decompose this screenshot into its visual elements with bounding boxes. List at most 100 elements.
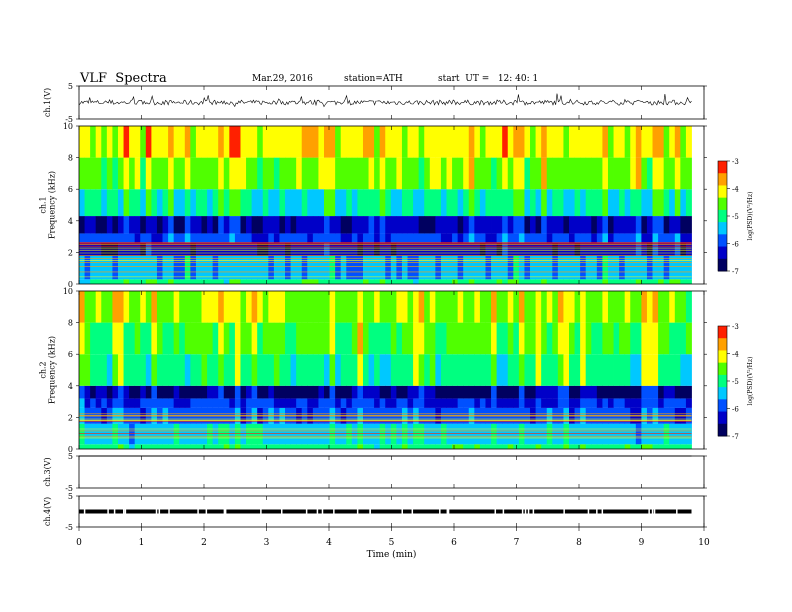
spectro-cell <box>385 216 392 234</box>
spectro-cell <box>468 398 475 408</box>
spectro-cell <box>268 189 275 217</box>
spectro-cell <box>173 291 180 323</box>
y-axis-label-0-0: ch.1(V) <box>43 88 52 117</box>
spectro-cell <box>390 189 397 217</box>
spectro-cell <box>156 255 163 280</box>
spectro-cell <box>563 423 570 445</box>
spectro-cell <box>669 157 676 190</box>
spectro-cell <box>457 126 464 158</box>
spectro-cell <box>524 444 531 449</box>
spectro-cell <box>630 322 637 355</box>
spectro-cell <box>179 398 186 408</box>
spectro-cell <box>546 423 553 445</box>
spectro-cell <box>168 444 175 449</box>
spectro-cell <box>379 255 386 280</box>
spectro-cell <box>106 398 113 408</box>
spectro-cell <box>296 126 303 158</box>
spectro-cell <box>357 279 364 284</box>
spectro-cell <box>641 385 648 399</box>
spectro-cell <box>318 216 325 234</box>
spectro-cell <box>485 385 492 399</box>
spectro-cell <box>351 279 358 284</box>
spectro-cell <box>246 398 253 408</box>
spectro-cell <box>602 189 609 217</box>
spectro-cell <box>669 216 676 234</box>
spectro-cell <box>513 322 520 355</box>
spectro-cell <box>574 291 581 323</box>
spectro-cell <box>446 255 453 280</box>
spectro-cell <box>134 279 141 284</box>
spectro-cell <box>546 398 553 408</box>
spectro-cell <box>329 189 336 217</box>
spectro-cell <box>379 322 386 355</box>
spectro-cell <box>312 255 319 280</box>
spectro-cell <box>179 444 186 449</box>
spectro-cell <box>251 385 258 399</box>
spectro-cell <box>435 444 442 449</box>
spectro-cell <box>596 322 603 355</box>
spectro-cell <box>502 423 509 445</box>
spectro-cell <box>290 126 297 158</box>
spectro-cell <box>607 322 614 355</box>
spectro-cell <box>90 157 97 190</box>
spectro-cell <box>117 423 124 445</box>
spectro-cell <box>674 322 681 355</box>
spectro-cell <box>541 322 548 355</box>
spectro-cell <box>312 279 319 284</box>
spectro-cell <box>396 291 403 323</box>
spectro-cell <box>307 398 314 408</box>
spectro-cell <box>285 255 291 280</box>
spectro-cell <box>335 189 342 217</box>
spectro-cell <box>574 216 581 234</box>
spectro-cell <box>424 233 431 243</box>
spectro-cell <box>424 216 431 234</box>
spectro-cell <box>401 279 408 284</box>
spectro-cell <box>457 385 464 399</box>
spectro-cell <box>379 423 386 445</box>
spectro-cell <box>318 322 325 355</box>
spectro-cell <box>591 385 598 399</box>
spectro-cell <box>379 444 386 449</box>
spectro-cell <box>552 255 559 280</box>
spectro-cell <box>630 291 637 323</box>
spectro-cell <box>557 126 564 158</box>
spectro-cell <box>585 157 592 190</box>
station-label: station=ATH <box>344 74 403 84</box>
spectro-cell <box>156 354 163 386</box>
spectro-cell <box>652 291 659 323</box>
spectro-cell <box>613 291 620 323</box>
spectro-cell <box>535 322 542 355</box>
spectro-cell <box>569 444 575 449</box>
spectro-cell <box>234 279 241 284</box>
spectro-cell <box>318 189 325 217</box>
spectro-cell <box>307 189 314 217</box>
spectro-cell <box>574 354 581 386</box>
spectro-cell <box>468 233 475 243</box>
spectro-cell <box>429 279 436 284</box>
spectro-cell <box>630 255 637 280</box>
spectro-cell <box>429 255 436 280</box>
spectro-cell <box>557 157 564 190</box>
spectro-cell <box>229 354 236 386</box>
spectro-cell <box>123 291 130 323</box>
spectro-cell <box>635 385 642 399</box>
spectro-cell <box>429 444 436 449</box>
colorbar-segment-2-5 <box>718 387 727 400</box>
spectro-cell <box>296 322 303 355</box>
spectro-cell <box>346 291 353 323</box>
spectro-cell <box>607 398 614 408</box>
spectro-cell <box>101 157 108 190</box>
spectro-cell <box>240 423 247 445</box>
spectro-cell <box>168 216 175 234</box>
spectro-cell <box>318 242 325 256</box>
spectro-cell <box>151 398 158 408</box>
spectro-cell <box>234 423 241 445</box>
spectro-cell <box>273 291 280 323</box>
spectro-cell <box>223 385 230 399</box>
spectro-cell <box>90 354 97 386</box>
spectro-cell <box>129 242 136 256</box>
spectro-cell <box>312 423 319 445</box>
spectro-cell <box>541 444 548 449</box>
spectro-cell <box>218 255 225 280</box>
x-axis-tick-label-10: 10 <box>698 538 710 548</box>
